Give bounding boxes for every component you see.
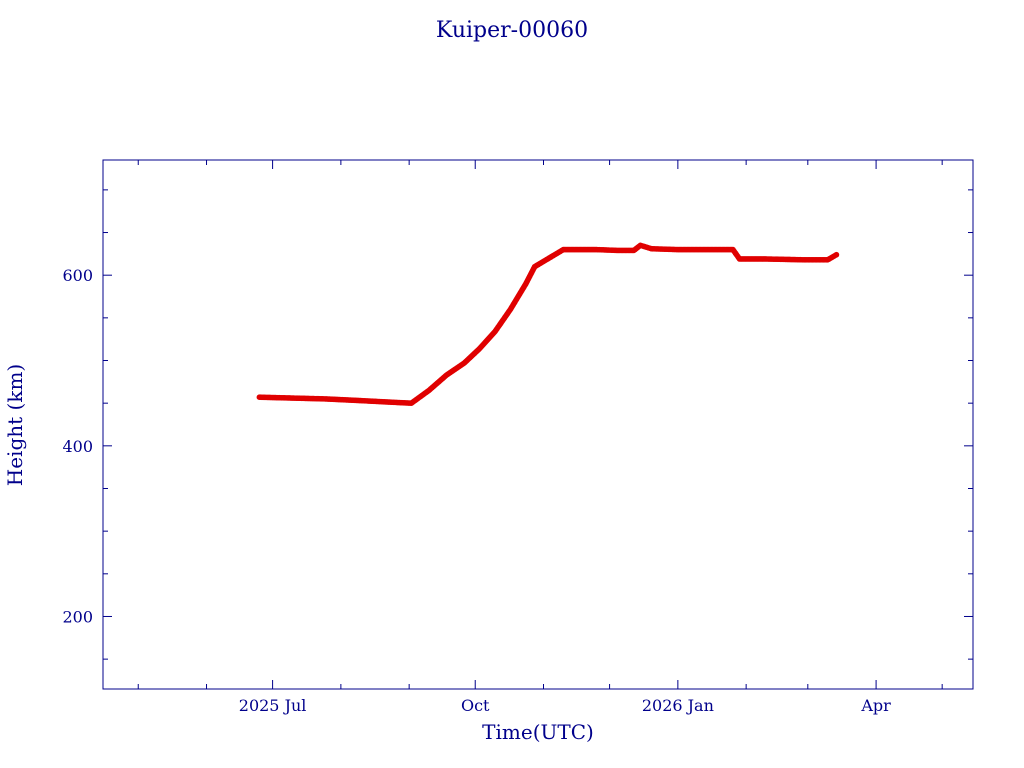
x-axis-label: Time(UTC) — [482, 720, 594, 744]
x-tick-label: 2025 Jul — [239, 696, 307, 715]
data-point — [833, 251, 840, 258]
data-points — [256, 242, 840, 406]
chart-title: Kuiper-00060 — [436, 18, 588, 43]
x-tick-label: 2026 Jan — [642, 696, 714, 715]
y-axis-label: Height (km) — [3, 364, 27, 486]
axis-ticks — [103, 160, 973, 689]
x-tick-label: Apr — [860, 696, 891, 715]
y-tick-label: 600 — [62, 266, 93, 285]
y-tick-label: 200 — [62, 607, 93, 626]
plot-frame — [102, 159, 974, 690]
axis-tick-labels: 2025 Jul Oct 2026 Jan Apr 200 400 600 — [62, 266, 891, 715]
y-tick-label: 400 — [62, 437, 93, 456]
x-tick-label: Oct — [461, 696, 490, 715]
